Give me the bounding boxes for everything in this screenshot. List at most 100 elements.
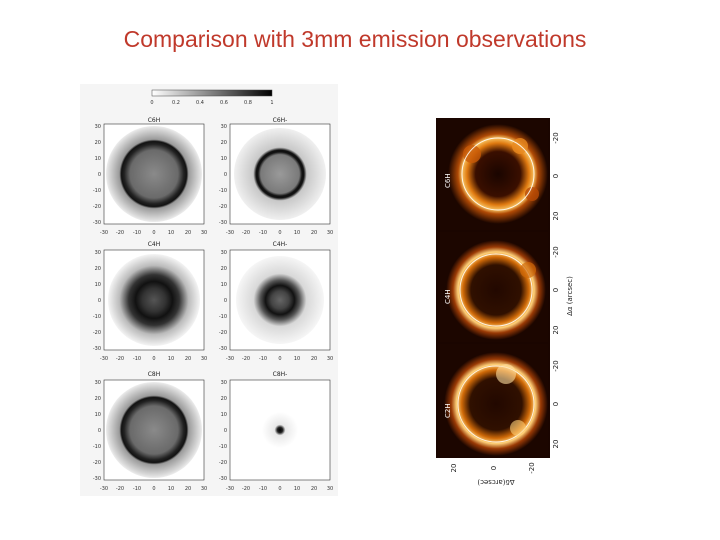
svg-text:-10: -10 [259,486,267,492]
svg-text:30: 30 [201,486,207,492]
svg-text:20: 20 [221,266,227,272]
svg-text:10: 10 [168,356,174,362]
svg-text:20: 20 [95,266,101,272]
svg-text:-20: -20 [552,132,560,143]
svg-text:10: 10 [221,282,227,288]
svg-text:20: 20 [185,230,191,236]
svg-text:-20: -20 [242,230,250,236]
svg-text:0: 0 [152,356,155,362]
colorbar [151,89,273,97]
sim-ring [106,382,202,478]
svg-text:-30: -30 [226,486,234,492]
sim-ring [234,128,326,220]
svg-text:20: 20 [311,356,317,362]
svg-text:-30: -30 [100,356,108,362]
svg-text:-20: -20 [552,246,560,257]
svg-text:20: 20 [311,230,317,236]
colorbar-ticks: 0 0.2 0.4 0.6 0.8 1 [150,100,273,106]
svg-text:-30: -30 [219,346,227,352]
svg-text:20: 20 [95,396,101,402]
svg-text:0: 0 [278,486,281,492]
colorbar-tick: 0.6 [220,100,228,106]
svg-text:-30: -30 [100,230,108,236]
panel-label: C4H [148,241,161,248]
obs-panel-label: C6H [444,173,452,188]
svg-text:10: 10 [294,486,300,492]
obs-panel-label: C4H [444,289,452,304]
colorbar-tick: 1 [270,100,273,106]
sim-ring [108,254,200,346]
svg-text:-20: -20 [116,356,124,362]
svg-text:0: 0 [552,174,560,178]
observation-figure: C6H C4H C2H -20 0 20 -20 0 20 -20 0 20 Δ… [436,118,574,486]
svg-text:-10: -10 [133,356,141,362]
svg-text:10: 10 [95,156,101,162]
svg-text:0: 0 [98,172,101,178]
obs-panel-c2h: C2H [438,344,548,456]
panel-label: C6H [148,117,161,124]
obs-panel-c4h: C4H [438,232,548,342]
svg-text:30: 30 [327,356,333,362]
svg-text:10: 10 [221,412,227,418]
svg-text:30: 30 [221,124,227,130]
panel-label: C8H [148,371,161,378]
svg-text:10: 10 [168,230,174,236]
svg-text:0: 0 [224,428,227,434]
svg-text:-30: -30 [100,486,108,492]
svg-text:-20: -20 [93,460,101,466]
colorbar-tick: 0.4 [196,100,204,106]
svg-text:30: 30 [201,356,207,362]
svg-text:30: 30 [221,380,227,386]
svg-text:0: 0 [224,172,227,178]
svg-text:10: 10 [294,230,300,236]
svg-text:0: 0 [490,466,498,470]
svg-text:0: 0 [152,486,155,492]
colorbar-tick: 0.8 [244,100,252,106]
svg-text:-20: -20 [242,486,250,492]
svg-text:-20: -20 [116,486,124,492]
svg-text:-10: -10 [259,356,267,362]
y-ticks-left: 30 20 10 0 -10 -20 -30 30 20 10 0 -10 -2… [93,124,101,482]
svg-text:30: 30 [95,380,101,386]
svg-text:10: 10 [95,412,101,418]
svg-text:20: 20 [450,464,458,473]
svg-text:30: 30 [327,486,333,492]
panel-label: C6H- [273,117,288,124]
svg-text:-20: -20 [93,204,101,210]
sim-ring [106,126,202,222]
obs-panel-c6h: C6H [438,120,548,230]
svg-text:0: 0 [278,230,281,236]
svg-text:0: 0 [152,230,155,236]
svg-text:-20: -20 [528,462,536,473]
svg-text:-20: -20 [219,204,227,210]
svg-text:-10: -10 [219,188,227,194]
svg-text:20: 20 [552,326,560,335]
obs-panel-label: C2H [444,403,452,418]
svg-text:20: 20 [221,396,227,402]
svg-text:-20: -20 [116,230,124,236]
svg-text:-10: -10 [219,314,227,320]
svg-text:20: 20 [552,440,560,449]
svg-text:-10: -10 [259,230,267,236]
obs-right-axis-label: Δα (arcsec) [566,276,574,316]
svg-text:0: 0 [224,298,227,304]
svg-text:0: 0 [552,402,560,406]
svg-text:-20: -20 [93,330,101,336]
svg-text:-10: -10 [133,230,141,236]
svg-text:30: 30 [95,124,101,130]
svg-text:0: 0 [98,428,101,434]
slide-title: Comparison with 3mm emission observation… [123,26,587,52]
svg-text:-30: -30 [226,230,234,236]
svg-text:10: 10 [95,282,101,288]
svg-text:-30: -30 [93,220,101,226]
panel-label: C8H- [273,371,288,378]
svg-text:20: 20 [185,486,191,492]
svg-text:10: 10 [294,356,300,362]
svg-text:-30: -30 [219,476,227,482]
svg-text:-10: -10 [93,444,101,450]
svg-text:0: 0 [98,298,101,304]
svg-text:30: 30 [201,230,207,236]
panel-label: C4H- [273,241,288,248]
svg-text:-10: -10 [219,444,227,450]
svg-text:20: 20 [311,486,317,492]
